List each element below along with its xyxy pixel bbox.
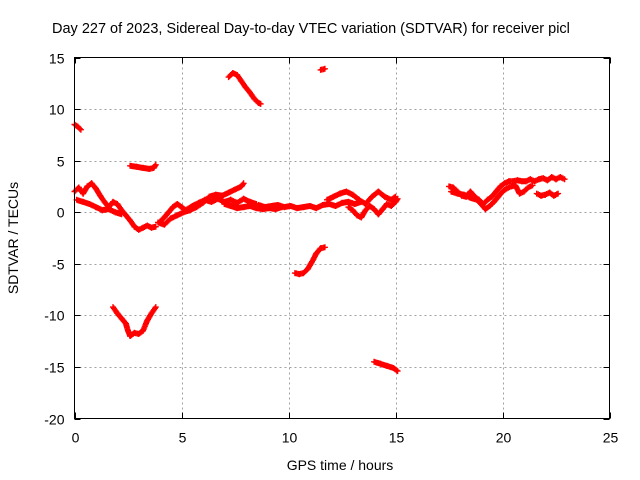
series-arc-09: [221, 201, 286, 213]
data-point: [148, 304, 159, 317]
y-tick-label: -10: [44, 308, 64, 324]
series-arc-07: [155, 180, 247, 228]
series-arc-15: [371, 358, 401, 375]
data-point: [392, 195, 401, 205]
series-arc-10: [324, 188, 399, 207]
data-point: [150, 161, 159, 171]
data-point: [272, 204, 286, 213]
data-point: [388, 193, 399, 203]
data-point: [317, 65, 328, 73]
y-tick-label: -15: [44, 360, 64, 376]
axis-ticks: 0 5 10 15 20 25 -20 -15 -10 -5 0 5 10 15: [44, 51, 618, 446]
chart-title: Day 227 of 2023, Sidereal Day-to-day VTE…: [52, 21, 570, 37]
series-arc-13: [317, 65, 328, 73]
data-point: [74, 123, 84, 133]
plot-frame: [74, 57, 610, 419]
y-tick-label: 0: [57, 205, 65, 221]
series-arc-04: [127, 161, 159, 172]
data-point: [525, 182, 536, 191]
x-tick-label: 20: [496, 430, 512, 446]
series-arc-01: [71, 121, 84, 133]
series-arc-12: [225, 70, 264, 107]
y-tick-label: 10: [49, 102, 65, 118]
data-point: [557, 174, 568, 183]
x-axis-label: GPS time / hours: [287, 457, 394, 473]
x-tick-label: 15: [389, 430, 405, 446]
data-point: [550, 190, 562, 199]
y-axis-label: SDTVAR / TECUs: [5, 182, 21, 294]
data-point: [148, 223, 159, 231]
grid: [74, 57, 610, 419]
data-point: [238, 180, 247, 190]
data-point: [390, 365, 401, 375]
x-tick-label: 25: [603, 430, 619, 446]
data-point: [247, 198, 260, 207]
x-tick-label: 0: [72, 430, 80, 446]
series-arc-11: [345, 195, 401, 221]
data-point: [255, 99, 264, 107]
series-arc-18: [533, 189, 562, 199]
y-tick-label: -20: [44, 412, 64, 428]
y-tick-label: 5: [57, 154, 65, 170]
data-point: [317, 244, 328, 252]
y-tick-label: -5: [52, 257, 65, 273]
series-arc-02: [71, 180, 159, 233]
x-tick-label: 10: [282, 430, 298, 446]
series-arc-05: [110, 304, 159, 339]
y-tick-label: 15: [49, 51, 65, 67]
series-arc-17: [448, 182, 536, 213]
x-tick-label: 5: [179, 430, 187, 446]
data-point: [112, 209, 125, 218]
series-arc-14: [291, 244, 328, 278]
series-arc-03: [73, 196, 125, 218]
data-points: [71, 65, 568, 375]
